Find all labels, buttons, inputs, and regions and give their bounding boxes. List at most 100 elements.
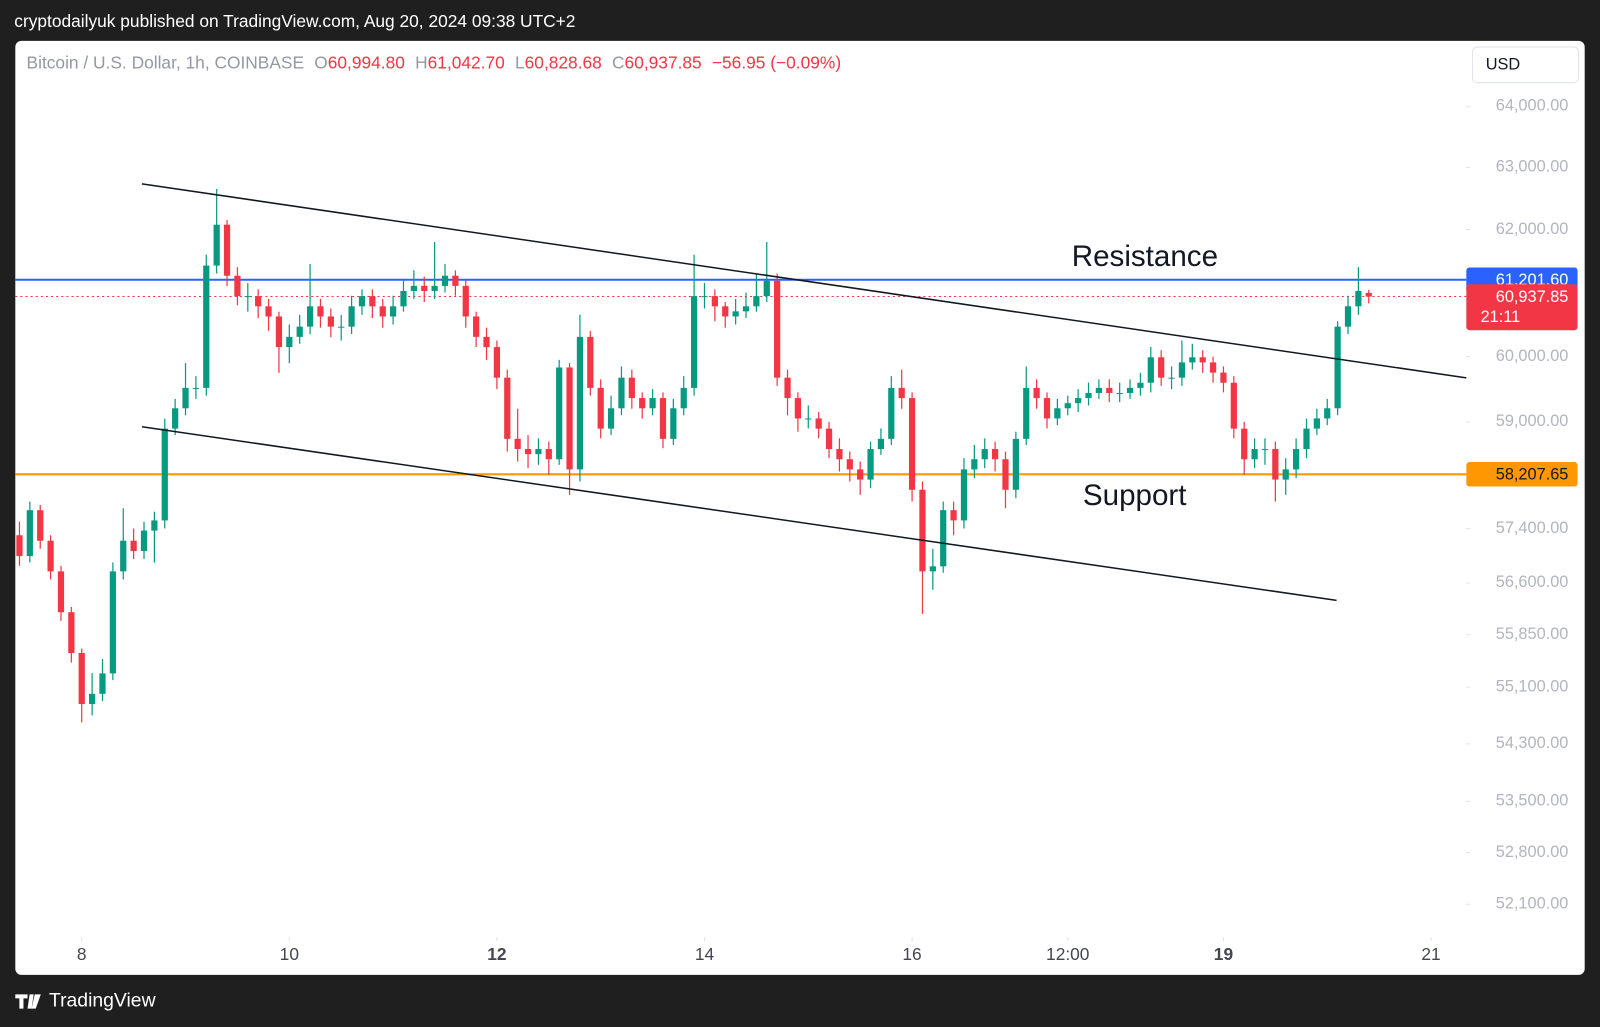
candle-body: [1043, 398, 1051, 419]
candle-body: [37, 510, 44, 541]
candle-body: [1303, 428, 1310, 450]
candle-body: [275, 316, 283, 348]
candle-body: [908, 398, 916, 490]
candle-body: [1095, 387, 1103, 393]
y-tick-label: 62,000.00: [1496, 220, 1569, 238]
y-tick-label: 56,600.00: [1496, 573, 1569, 591]
candle-body: [338, 326, 345, 328]
candle-body: [680, 387, 687, 409]
legend-key: C: [612, 52, 625, 72]
candle-body: [836, 449, 843, 460]
candle-body: [1292, 449, 1300, 470]
candle-body: [1126, 387, 1134, 393]
candle-body: [140, 530, 148, 551]
candle-body: [431, 285, 438, 291]
candle-body: [950, 510, 957, 521]
publish-header: cryptodailyuk published on TradingView.c…: [14, 11, 575, 31]
candle-body: [400, 290, 407, 307]
candle-body: [47, 540, 54, 572]
candle-body: [1189, 357, 1196, 363]
candle-body: [1116, 392, 1123, 394]
candle-body: [1282, 469, 1289, 480]
y-tick-label: 53,500.00: [1496, 792, 1569, 810]
legend-value: 60,828.68: [525, 52, 602, 72]
candle-body: [888, 387, 895, 439]
candle-body: [493, 347, 501, 378]
countdown-label: 21:11: [1481, 308, 1521, 326]
y-tick-label: 55,850.00: [1496, 625, 1569, 643]
candle-body: [1168, 377, 1175, 379]
candle-body: [26, 510, 33, 557]
candle-body: [784, 377, 791, 399]
y-tick-label: 60,000.00: [1496, 347, 1569, 365]
candle-body: [576, 336, 584, 470]
candle-body: [971, 459, 978, 470]
candle-body: [462, 285, 469, 317]
candle-body: [317, 306, 324, 317]
candle-body: [722, 306, 729, 317]
candle-body: [99, 673, 106, 694]
candle-body: [255, 296, 262, 307]
candle-body: [483, 336, 490, 348]
candle-body: [213, 224, 220, 266]
candle-body: [203, 265, 210, 388]
candle-body: [846, 459, 853, 470]
candle-body: [1064, 403, 1071, 409]
candle-body: [1085, 392, 1092, 399]
candle-body: [109, 571, 116, 674]
candle-body: [1075, 398, 1082, 404]
legend-value: 60,937.85: [625, 52, 702, 72]
candle-body: [1272, 449, 1279, 480]
candle-body: [1344, 306, 1352, 327]
candle-body: [524, 449, 532, 455]
candle-body: [78, 652, 85, 705]
candle-body: [535, 449, 542, 455]
candle-body: [742, 306, 750, 312]
candle-body: [265, 306, 272, 317]
candle-body: [130, 540, 137, 551]
y-tick-label: 64,000.00: [1496, 97, 1569, 115]
x-tick-label: 21: [1421, 944, 1440, 964]
candle-body: [120, 540, 127, 572]
candle-body: [701, 296, 708, 298]
candle-body: [358, 296, 366, 307]
candle-body: [348, 306, 355, 327]
currency-button[interactable]: [1471, 46, 1580, 84]
candle-body: [57, 571, 65, 613]
candle-body: [607, 408, 615, 429]
candle-body: [1209, 362, 1217, 373]
last-price-label: 60,937.85: [1496, 288, 1569, 306]
candle-body: [161, 428, 168, 521]
level-price-label: 58,207.65: [1496, 466, 1569, 484]
candle-body: [815, 418, 822, 429]
candle-body: [1158, 357, 1165, 378]
legend-key: O: [314, 52, 327, 72]
candle-body: [1230, 382, 1237, 429]
y-tick-label: 59,000.00: [1496, 412, 1569, 430]
candle-body: [389, 306, 397, 317]
currency-label: USD: [1486, 56, 1521, 74]
candle-body: [1355, 290, 1362, 307]
candle-body: [732, 311, 739, 317]
legend-key: H: [415, 52, 428, 72]
candle-body: [473, 316, 480, 337]
legend-symbol: Bitcoin / U.S. Dollar, 1h, COINBASE: [27, 52, 305, 72]
logo-mark: [15, 994, 41, 1009]
candle-body: [628, 377, 635, 399]
candle-body: [441, 275, 449, 286]
level-price-box: [1466, 462, 1578, 487]
candle-body: [1251, 449, 1258, 460]
legend-key: L: [515, 52, 525, 72]
candle-body: [794, 398, 802, 419]
symbol-legend: Bitcoin / U.S. Dollar, 1h, COINBASE O 60,9…: [27, 52, 842, 72]
candle-body: [1324, 408, 1331, 419]
x-tick-label: 14: [695, 944, 715, 964]
candle-body: [1147, 357, 1154, 383]
y-tick-label: 54,300.00: [1496, 734, 1569, 752]
candle-body: [597, 387, 604, 429]
candle-body: [877, 438, 885, 450]
candle-body: [857, 469, 864, 480]
y-tick-label: 52,800.00: [1496, 843, 1569, 861]
candle-body: [296, 326, 303, 337]
candle-body: [1023, 387, 1030, 439]
